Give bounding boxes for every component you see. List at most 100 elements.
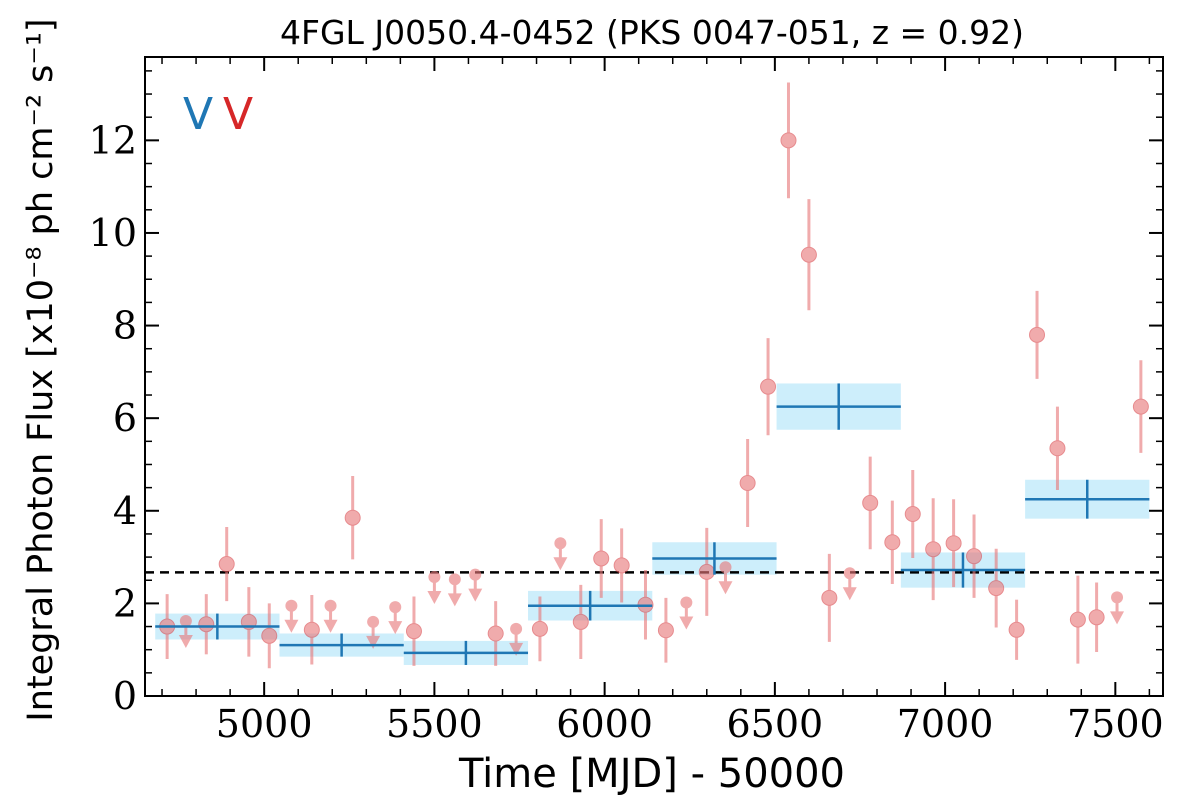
x-tick-label: 6000 bbox=[556, 702, 653, 746]
long-bin bbox=[403, 640, 529, 665]
point-marker bbox=[1008, 621, 1025, 638]
chart-title: 4FGL J0050.4-0452 (PKS 0047-051, z = 0.9… bbox=[280, 13, 1024, 52]
upper-limit-point bbox=[509, 622, 524, 656]
upper-limit-arrow bbox=[679, 616, 694, 630]
plot-frame bbox=[144, 56, 1164, 697]
data-point bbox=[198, 594, 215, 655]
data-point bbox=[862, 456, 879, 550]
point-marker bbox=[739, 475, 756, 491]
data-point bbox=[821, 553, 838, 642]
upper-limit-point bbox=[284, 599, 299, 633]
upper-limit-marker bbox=[179, 614, 192, 627]
upper-limit-arrow bbox=[553, 557, 568, 571]
upper-limit-marker bbox=[719, 561, 732, 574]
data-point bbox=[531, 596, 548, 662]
upper-limit-marker bbox=[1111, 591, 1124, 604]
data-point bbox=[1008, 599, 1025, 660]
data-point bbox=[760, 338, 777, 436]
upper-limit-point bbox=[468, 568, 483, 602]
point-marker bbox=[198, 616, 215, 633]
upper-limit-arrow bbox=[178, 634, 193, 648]
data-point bbox=[739, 439, 756, 527]
long-bin bbox=[652, 542, 777, 575]
long-bin-error-bands bbox=[155, 383, 1150, 665]
upper-limit-point bbox=[679, 596, 694, 630]
point-marker bbox=[1069, 611, 1086, 628]
upper-limit-arrow bbox=[842, 587, 857, 601]
point-marker bbox=[1029, 326, 1046, 343]
data-point bbox=[884, 500, 901, 584]
point-marker bbox=[760, 378, 777, 395]
data-point bbox=[925, 498, 942, 601]
data-point bbox=[800, 199, 817, 311]
point-marker bbox=[303, 621, 320, 638]
point-marker bbox=[1132, 398, 1149, 415]
point-marker bbox=[862, 494, 879, 511]
long-bin bbox=[528, 590, 653, 621]
data-point bbox=[904, 470, 921, 559]
upper-limit-marker bbox=[389, 601, 402, 614]
point-marker bbox=[1049, 440, 1066, 457]
point-marker bbox=[261, 627, 278, 644]
data-point bbox=[261, 603, 278, 669]
y-tick-label: 2 bbox=[113, 581, 137, 625]
upper-limit-arrow bbox=[427, 590, 442, 604]
point-marker bbox=[800, 246, 817, 263]
long-bin bbox=[155, 613, 280, 640]
x-tick-label: 5000 bbox=[216, 702, 313, 746]
upper-limit-marker bbox=[324, 599, 337, 612]
upper-limit-arrow bbox=[447, 593, 462, 607]
data-point bbox=[698, 527, 715, 616]
upper-limit-arrow bbox=[468, 588, 483, 602]
point-marker bbox=[780, 132, 797, 149]
long-bin bbox=[776, 383, 901, 430]
point-marker bbox=[966, 548, 983, 565]
point-marker bbox=[487, 625, 504, 642]
data-point bbox=[966, 514, 983, 598]
point-marker bbox=[698, 563, 715, 580]
y-tick-label: 10 bbox=[89, 211, 137, 255]
data-point bbox=[1029, 290, 1046, 379]
data-point bbox=[487, 601, 504, 666]
upper-limit-arrow bbox=[718, 581, 733, 595]
data-point bbox=[613, 528, 630, 603]
upper-limit-point bbox=[718, 561, 733, 595]
upper-limit-arrow bbox=[284, 619, 299, 633]
point-marker bbox=[1088, 609, 1105, 626]
data-point bbox=[988, 548, 1005, 628]
upper-limit-point bbox=[1110, 591, 1125, 625]
upper-limit-marker bbox=[285, 599, 298, 612]
upper-limit-marker bbox=[469, 568, 482, 581]
data-point bbox=[1049, 406, 1066, 490]
point-marker bbox=[405, 623, 422, 640]
upper-limit-arrow bbox=[1110, 611, 1125, 625]
long-bin-markers bbox=[155, 383, 1150, 665]
data-point bbox=[1132, 360, 1149, 453]
point-marker bbox=[572, 613, 589, 630]
marker-label: V bbox=[183, 89, 213, 140]
short-bin-points bbox=[159, 82, 1149, 669]
upper-limit-arrow bbox=[388, 621, 403, 635]
x-axis-label: Time [MJD] - 50000 bbox=[458, 751, 845, 797]
point-marker bbox=[657, 622, 674, 639]
upper-limit-marker bbox=[367, 615, 380, 628]
long-bin bbox=[900, 552, 1026, 588]
point-marker bbox=[925, 541, 942, 558]
upper-limit-marker bbox=[843, 567, 856, 580]
upper-limit-point bbox=[553, 537, 568, 571]
upper-limit-marker bbox=[680, 596, 693, 609]
y-tick-label: 12 bbox=[89, 118, 137, 162]
upper-limit-arrow bbox=[323, 619, 338, 633]
marker-label: V bbox=[223, 89, 253, 140]
x-tick-label: 7500 bbox=[1067, 702, 1164, 746]
upper-limit-marker bbox=[510, 622, 523, 635]
data-point bbox=[405, 596, 422, 666]
x-tick-label: 5500 bbox=[386, 702, 483, 746]
data-point bbox=[240, 587, 257, 657]
point-marker bbox=[988, 580, 1005, 597]
data-point bbox=[303, 595, 320, 665]
upper-limit-point bbox=[366, 615, 381, 649]
point-marker bbox=[344, 509, 361, 526]
